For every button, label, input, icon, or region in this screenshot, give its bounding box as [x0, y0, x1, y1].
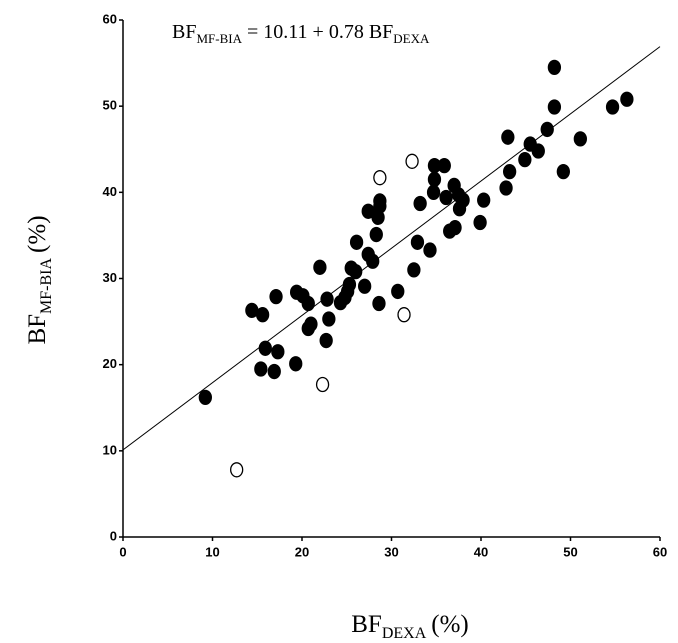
point: [230, 462, 244, 478]
point: [255, 307, 270, 323]
y-tick-label: 40: [103, 184, 117, 199]
point: [319, 332, 333, 349]
point: [322, 311, 336, 327]
point: [366, 253, 380, 269]
point: [437, 157, 451, 174]
point: [407, 262, 421, 278]
y-label-sub: MF-BIA: [38, 258, 55, 314]
y-tick-label: 30: [103, 270, 117, 285]
point: [405, 153, 419, 169]
x-tick-label: 50: [563, 544, 577, 559]
eq-plus: +: [313, 21, 324, 43]
x-tick-label: 20: [295, 544, 309, 559]
point: [369, 226, 383, 243]
x-tick-label: 10: [205, 544, 219, 559]
y-tick-label: 20: [103, 356, 117, 371]
regression-line: [122, 46, 661, 451]
point: [620, 91, 634, 107]
point: [518, 151, 532, 168]
x-tick-label: 40: [474, 544, 488, 559]
point: [477, 192, 491, 208]
point: [410, 234, 425, 250]
point: [547, 59, 562, 76]
point: [547, 99, 562, 115]
y-tick-label: 60: [103, 11, 117, 26]
y-tick-label: 10: [103, 442, 117, 457]
x-tick-label: 60: [653, 544, 667, 559]
x-axis-label: BFDEXA (%): [351, 611, 469, 642]
point: [423, 242, 437, 258]
eq-equals: =: [247, 21, 258, 43]
point: [502, 164, 517, 180]
x-label-sub: DEXA: [382, 625, 427, 642]
point: [556, 164, 570, 180]
y-label-unit: (%): [24, 215, 51, 252]
eq-intercept: 10.11: [263, 21, 307, 43]
point: [427, 171, 442, 188]
point: [456, 192, 470, 208]
y-tick-label: 0: [110, 528, 117, 543]
eq-slope: 0.78: [329, 21, 364, 43]
point: [413, 195, 427, 212]
point: [349, 234, 364, 250]
point: [304, 316, 318, 332]
x-tick-label: 0: [119, 544, 126, 559]
eq-rhs-sub: DEXA: [393, 31, 430, 46]
eq-rhs: BF: [369, 21, 393, 43]
point: [269, 288, 283, 305]
point: [605, 99, 620, 115]
equation: BFMF-BIA = 10.11 +0.78 BFDEXA: [172, 21, 430, 46]
point: [501, 129, 515, 145]
point: [391, 283, 405, 300]
point: [349, 263, 363, 280]
point: [373, 170, 387, 186]
point: [254, 361, 268, 377]
x-label-main: BF: [351, 611, 382, 638]
point: [198, 389, 212, 406]
point: [426, 184, 441, 200]
point: [531, 143, 545, 159]
point: [271, 344, 285, 360]
point: [357, 278, 372, 294]
eq-lhs-sub: MF-BIA: [196, 31, 242, 46]
point: [342, 276, 357, 293]
point: [473, 214, 487, 231]
point: [499, 180, 513, 196]
y-tick-label: 50: [103, 98, 117, 113]
point: [313, 259, 327, 275]
point: [289, 356, 303, 372]
point: [573, 131, 587, 147]
point: [373, 198, 387, 214]
x-label-unit: (%): [431, 611, 468, 638]
point: [315, 376, 330, 393]
x-tick-label: 30: [384, 544, 398, 559]
point: [372, 295, 386, 312]
point: [439, 189, 453, 206]
point: [301, 295, 315, 312]
y-axis-label: BFMF-BIA (%): [24, 215, 55, 344]
point: [540, 121, 554, 138]
point: [267, 363, 281, 380]
point: [448, 220, 462, 236]
eq-lhs: BF: [172, 21, 196, 43]
point: [397, 307, 411, 323]
point: [320, 291, 334, 307]
y-label-main: BF: [24, 314, 51, 345]
point: [258, 340, 272, 356]
